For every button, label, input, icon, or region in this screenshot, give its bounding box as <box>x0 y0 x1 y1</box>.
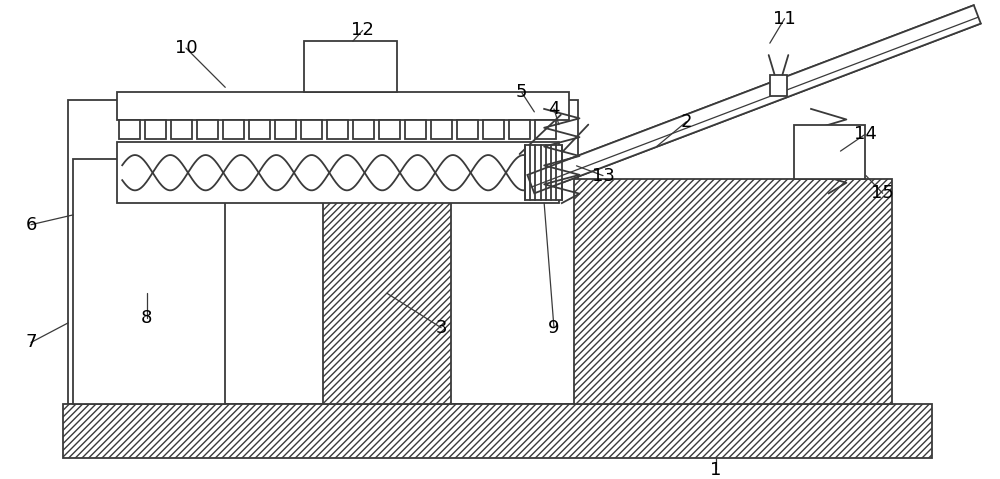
Text: 8: 8 <box>141 309 152 327</box>
Text: 2: 2 <box>681 113 692 131</box>
Bar <box>457 120 478 139</box>
Bar <box>794 125 865 179</box>
Text: 10: 10 <box>175 39 197 57</box>
Text: 3: 3 <box>435 319 447 337</box>
Text: 9: 9 <box>548 319 560 337</box>
Bar <box>117 142 559 203</box>
Bar <box>535 120 556 139</box>
Bar <box>405 120 426 139</box>
Text: 6: 6 <box>25 216 37 234</box>
Bar <box>171 120 192 139</box>
Bar <box>68 100 578 404</box>
Bar <box>323 159 451 404</box>
Polygon shape <box>527 5 981 194</box>
Text: 14: 14 <box>854 125 876 143</box>
Bar <box>73 159 225 404</box>
Bar <box>770 75 787 96</box>
Text: 11: 11 <box>773 10 796 28</box>
Bar <box>249 120 270 139</box>
Text: 4: 4 <box>548 100 560 118</box>
Bar <box>327 120 348 139</box>
Bar <box>119 120 140 139</box>
Bar <box>431 120 452 139</box>
Bar <box>301 120 322 139</box>
Bar <box>525 145 562 200</box>
Bar <box>574 179 892 404</box>
Bar <box>353 120 374 139</box>
Bar <box>483 120 504 139</box>
Bar <box>304 41 397 92</box>
Text: 1: 1 <box>710 461 722 479</box>
Bar <box>197 120 218 139</box>
Text: 15: 15 <box>871 184 894 202</box>
Bar <box>117 92 569 120</box>
Bar <box>145 120 166 139</box>
Text: 13: 13 <box>592 167 614 184</box>
Text: 5: 5 <box>516 83 527 101</box>
Bar <box>223 120 244 139</box>
Bar <box>509 120 530 139</box>
Bar <box>63 404 932 458</box>
Bar <box>379 120 400 139</box>
Text: 7: 7 <box>25 333 37 352</box>
Bar <box>275 120 296 139</box>
Text: 12: 12 <box>351 22 374 39</box>
